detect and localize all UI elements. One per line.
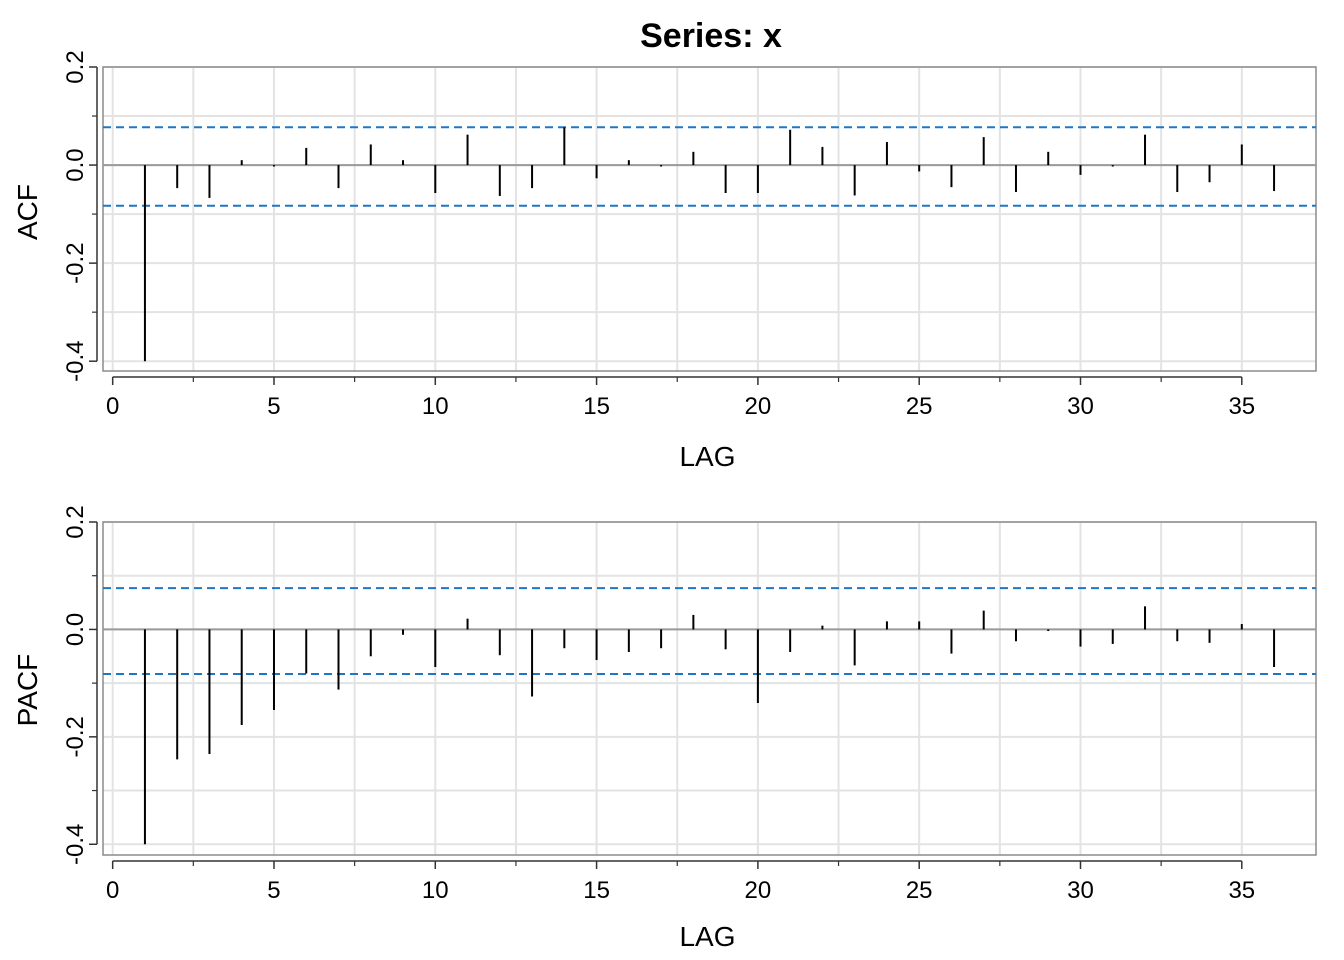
pacf-xlabel: LAG (679, 921, 735, 952)
acf-x-tick-label: 5 (267, 393, 280, 420)
acf-y-tick-label: 0.0 (62, 148, 89, 181)
acf-x-tick-label: 35 (1228, 393, 1255, 420)
pacf-y-tick-label: -0.2 (62, 716, 89, 757)
acf-x-tick-label: 15 (583, 393, 610, 420)
pacf-x-tick-label: 30 (1067, 877, 1094, 904)
acf-xlabel: LAG (679, 441, 735, 472)
acf-panel: 0 5 10 15 20 25 30 35 -0.4 -0.2 0.0 0.2 LAG ACF (12, 50, 1317, 472)
pacf-x-tick-label: 20 (745, 877, 772, 904)
pacf-y-tick-label: 0.0 (62, 613, 89, 646)
pacf-x-tick-label: 25 (906, 877, 933, 904)
pacf-y-tick-label: 0.2 (62, 505, 89, 538)
pacf-x-tick-label: 15 (583, 877, 610, 904)
acf-x-tick-label: 30 (1067, 393, 1094, 420)
pacf-x-tick-label: 35 (1228, 877, 1255, 904)
pacf-x-tick-label: 5 (267, 877, 280, 904)
acf-x-tick-label: 20 (745, 393, 772, 420)
pacf-y-tick-label: -0.4 (62, 824, 89, 865)
acf-y-tick-label: -0.2 (62, 242, 89, 283)
acf-y-tick-label: 0.2 (62, 50, 89, 83)
acf-x-tick-label: 0 (106, 393, 119, 420)
pacf-x-tick-label: 10 (422, 877, 449, 904)
chart-title: Series: x (640, 17, 782, 55)
acf-y-tick-label: -0.4 (62, 341, 89, 382)
pacf-x-tick-label: 0 (106, 877, 119, 904)
pacf-frame (102, 521, 1317, 856)
acf-x-tick-label: 25 (906, 393, 933, 420)
acf-x-tick-label: 10 (422, 393, 449, 420)
pacf-panel: 0 5 10 15 20 25 30 35 -0.4 -0.2 0.0 0.2 LAG PACF (12, 505, 1317, 952)
acf-ylabel: ACF (12, 184, 43, 240)
pacf-ylabel: PACF (12, 654, 43, 727)
acf-frame (102, 66, 1317, 372)
